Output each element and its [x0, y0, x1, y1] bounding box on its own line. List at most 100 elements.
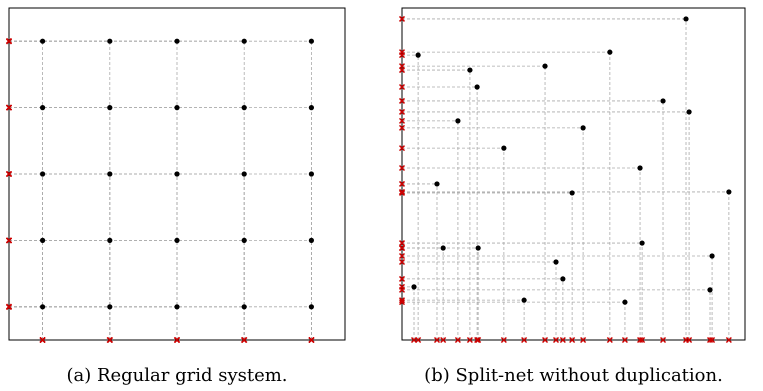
x-marker [552, 336, 560, 344]
point [241, 105, 247, 111]
y-marker [398, 275, 406, 282]
x-marker [454, 336, 461, 344]
x-marker [709, 336, 716, 344]
point [607, 49, 613, 55]
point [174, 171, 180, 177]
x-marker [706, 336, 714, 344]
x-marker [410, 336, 418, 344]
point [542, 63, 548, 69]
point [174, 105, 180, 111]
point [709, 253, 715, 259]
x-marker [659, 336, 667, 344]
point [40, 171, 46, 177]
point [637, 165, 643, 171]
y-marker [398, 97, 406, 104]
point [241, 304, 247, 310]
y-marker [398, 124, 406, 131]
x-marker [606, 336, 613, 344]
y-marker [5, 237, 13, 244]
x-marker [521, 336, 528, 344]
point [308, 38, 314, 44]
point [686, 109, 692, 115]
caption: (b) Split-net without duplication. [424, 365, 723, 386]
point [107, 171, 113, 177]
point [107, 105, 113, 111]
point [467, 67, 473, 73]
y-marker [5, 170, 13, 178]
x-marker [621, 336, 628, 344]
y-marker [398, 258, 406, 266]
point [308, 171, 314, 177]
x-marker [308, 336, 315, 344]
point [415, 52, 421, 58]
y-marker [398, 117, 406, 124]
point [241, 38, 247, 44]
point [411, 284, 417, 290]
point [241, 171, 247, 177]
y-marker [398, 188, 406, 195]
x-marker [637, 336, 644, 344]
point [308, 304, 314, 310]
point [553, 259, 559, 265]
x-marker [559, 336, 566, 344]
point [174, 237, 180, 243]
y-marker [5, 38, 13, 45]
point [455, 118, 461, 124]
point [501, 145, 507, 151]
y-marker [398, 252, 406, 260]
point [580, 125, 586, 131]
point [639, 240, 645, 246]
point [174, 304, 180, 310]
point [40, 105, 46, 111]
point [475, 245, 481, 251]
y-marker [398, 286, 406, 293]
y-marker [398, 299, 406, 306]
point [107, 38, 113, 44]
y-marker [398, 145, 406, 152]
x-marker [433, 336, 441, 344]
point [521, 297, 527, 303]
x-marker [639, 336, 646, 344]
point [707, 287, 713, 293]
plot-frame [401, 7, 746, 341]
caption: (a) Regular grid system. [66, 365, 287, 386]
point [440, 245, 446, 251]
point [107, 237, 113, 243]
y-marker [398, 83, 406, 91]
y-marker [398, 297, 406, 304]
x-marker [686, 336, 693, 344]
point [434, 181, 440, 187]
y-marker [398, 108, 406, 115]
x-marker [241, 336, 248, 344]
point [474, 84, 480, 90]
point [560, 276, 566, 282]
point [241, 237, 247, 243]
y-marker [398, 180, 406, 187]
point [40, 38, 46, 44]
x-marker [466, 336, 473, 344]
x-marker [39, 336, 46, 344]
point [107, 304, 113, 310]
y-marker [398, 245, 406, 252]
y-marker [398, 49, 406, 56]
x-marker [542, 336, 549, 344]
x-marker [173, 336, 181, 344]
point [174, 38, 180, 44]
x-marker [106, 336, 113, 344]
point [40, 304, 46, 310]
x-marker [580, 336, 587, 344]
y-marker [398, 15, 406, 22]
point [308, 105, 314, 111]
x-marker [440, 336, 447, 344]
y-marker [5, 303, 13, 310]
x-marker [569, 336, 576, 344]
x-marker [725, 336, 732, 344]
point [726, 189, 732, 195]
y-marker [398, 240, 406, 247]
point [660, 98, 666, 104]
x-marker [475, 336, 482, 344]
point [683, 16, 689, 22]
point [40, 237, 46, 243]
point [308, 237, 314, 243]
